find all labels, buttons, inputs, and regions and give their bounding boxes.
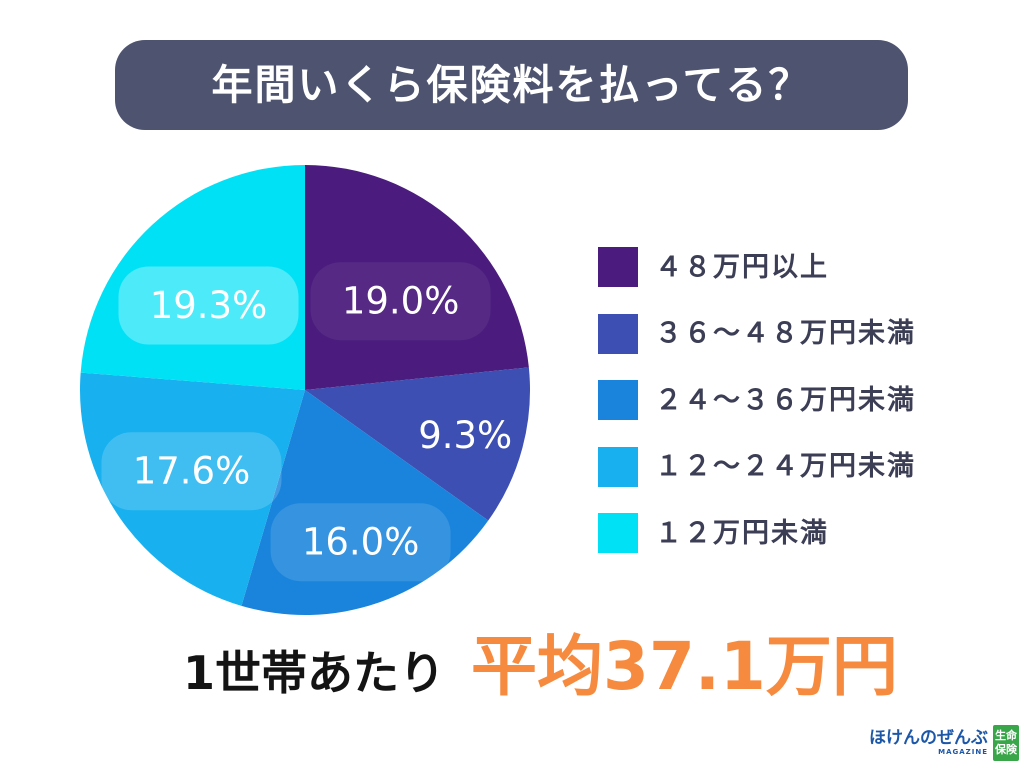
title-banner: 年間いくら保険料を払ってる？ (115, 40, 908, 130)
legend-label-2: ３６～４８万円未満 (655, 318, 916, 349)
data-label-1: 19.0% (342, 280, 460, 323)
legend-label-5: １２万円未満 (655, 517, 829, 549)
summary-prefix: 1世帯あたり (183, 646, 446, 700)
data-label-box-1 (310, 262, 491, 341)
legend-item-1: ４８万円以上 (598, 247, 916, 287)
pie-data-labels: 19.0% 9.3% 16.0% 17.6% 19.3% (101, 262, 512, 582)
legend-swatch-1 (598, 247, 638, 287)
pie-chart: 19.0% 9.3% 16.0% 17.6% 19.3% (79, 165, 530, 615)
legend-swatch-2 (598, 313, 638, 354)
legend-label-4: １２～２４万円未満 (655, 451, 916, 482)
pie-slice-3 (241, 390, 489, 615)
data-label-box-3 (270, 503, 451, 582)
legend-item-3: ２４～３６万円未満 (598, 380, 916, 420)
pie-slice-5 (80, 165, 305, 390)
logo-badge-bottom: 保険 (995, 743, 1017, 756)
legend-swatch-5 (598, 513, 638, 553)
logo-wordmark: ほけんのぜんぶ MAGAZINE (869, 730, 988, 756)
legend-item-5: １２万円未満 (598, 513, 916, 553)
legend-label-3: ２４～３６万円未満 (655, 384, 916, 416)
data-label-4: 17.6% (133, 450, 251, 493)
pie-slice-2 (305, 367, 530, 521)
logo-badge: 生命 保険 (993, 725, 1019, 761)
legend-swatch-4 (598, 446, 638, 487)
pie-slice-1 (305, 165, 529, 390)
legend-swatch-3 (598, 380, 638, 420)
logo-badge-top: 生命 (995, 729, 1017, 743)
logo-name: ほけんのぜんぶ (869, 728, 988, 748)
summary-average-value: 平均37.1万円 (471, 628, 898, 705)
chart-title: 年間いくら保険料を払ってる？ (211, 60, 812, 109)
pie-slices (79, 165, 530, 615)
average-summary: 1世帯あたり 平均37.1万円 (183, 634, 898, 700)
legend-label-1: ４８万円以上 (655, 251, 829, 283)
data-label-3: 16.0% (302, 521, 420, 564)
legend-item-4: １２～２４万円未満 (598, 446, 916, 487)
legend: ４８万円以上 ３６～４８万円未満 ２４～３６万円未満 １２～２４万円未満 １２万… (598, 247, 916, 580)
data-label-box-4 (101, 432, 282, 511)
legend-item-2: ３６～４８万円未満 (598, 313, 916, 354)
data-label-box-5 (118, 266, 299, 345)
data-label-5: 19.3% (150, 284, 268, 327)
data-label-2: 9.3% (418, 414, 512, 457)
brand-logo: ほけんのぜんぶ MAGAZINE 生命 保険 (869, 725, 1019, 761)
pie-slice-4 (79, 372, 305, 606)
logo-subtitle: MAGAZINE (938, 748, 988, 756)
